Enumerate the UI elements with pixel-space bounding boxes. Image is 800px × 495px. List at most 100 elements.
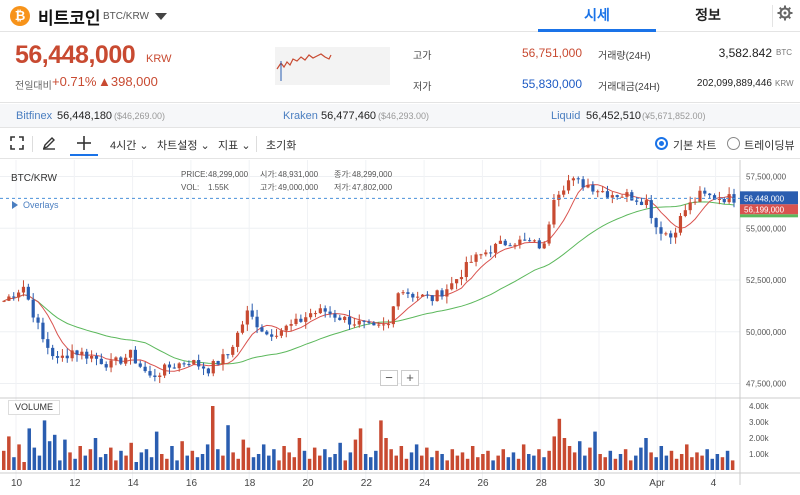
- volume-bar: [577, 441, 582, 470]
- candle-body: [124, 357, 128, 364]
- volume-bar: [419, 455, 424, 470]
- candle-body: [2, 300, 6, 302]
- candle-body: [250, 310, 254, 317]
- time-tick-label: 10: [11, 478, 23, 489]
- candle-body: [41, 322, 45, 340]
- candle-body: [206, 368, 210, 374]
- candle-body: [615, 195, 619, 197]
- volume-bar: [430, 457, 434, 470]
- volume-bar: [562, 438, 567, 470]
- candle-body: [693, 201, 697, 203]
- fullscreen-icon[interactable]: [10, 136, 24, 153]
- volume-bar: [450, 449, 455, 470]
- zoom-in-button[interactable]: +: [401, 370, 419, 386]
- indicator-menu[interactable]: 지표 ⌄: [218, 137, 251, 153]
- price-chart[interactable]: 57,500,000 55,000,000 52,500,000 50,000,000…: [0, 160, 800, 495]
- exchange-price: 56,477,460: [321, 110, 377, 122]
- zoom-out-button[interactable]: −: [380, 370, 398, 386]
- candle-body: [411, 293, 415, 298]
- candle-body: [299, 318, 303, 322]
- candle-body: [717, 198, 721, 200]
- chart-settings-menu[interactable]: 차트설정 ⌄: [157, 137, 210, 153]
- volume-bar: [165, 458, 169, 470]
- volume-bar: [323, 449, 327, 470]
- basic-chart-radio[interactable]: [655, 137, 668, 150]
- time-axis: 10 12 14 16 18 20 22 24 26 28 30 Apr 4: [11, 478, 717, 489]
- time-tick-label: 14: [128, 478, 140, 489]
- change-amount: ▲398,000: [98, 74, 158, 89]
- candle-body: [55, 356, 60, 358]
- tab-info[interactable]: 정보: [695, 7, 721, 23]
- volume-bar: [567, 446, 572, 470]
- tradingview-radio[interactable]: [727, 137, 740, 150]
- volume-bar: [516, 458, 521, 470]
- candle-body: [532, 240, 537, 242]
- tradingview-label[interactable]: 트레이딩뷰: [744, 140, 795, 152]
- volume-bar: [537, 449, 541, 470]
- candle-body: [133, 349, 137, 364]
- volume-bar: [572, 452, 577, 470]
- candle-body: [274, 335, 279, 337]
- candle-body: [620, 196, 624, 198]
- volume-bar: [318, 455, 322, 470]
- volume-bar: [333, 454, 337, 470]
- indicator-label: 지표: [218, 140, 239, 152]
- pencil-icon[interactable]: [42, 136, 56, 153]
- volume-bar: [644, 438, 648, 470]
- legend-price-value: 48,299,000: [208, 170, 249, 179]
- interval-select[interactable]: 4시간 ⌄: [110, 137, 149, 153]
- candle-body: [396, 293, 400, 307]
- exchange-price: 56,448,180: [57, 110, 113, 122]
- candle-body: [65, 355, 69, 359]
- candle-body: [284, 325, 288, 331]
- volume-bar: [486, 450, 490, 470]
- candle-body: [328, 311, 332, 314]
- chevron-down-icon[interactable]: [155, 13, 167, 20]
- time-tick-label: 18: [244, 478, 256, 489]
- volume-bar: [297, 438, 302, 470]
- exchange-name[interactable]: Liquid: [551, 110, 581, 122]
- candle-body: [596, 191, 600, 193]
- volume-bar: [384, 438, 388, 470]
- volume-bar: [394, 455, 398, 470]
- crosshair-icon[interactable]: [70, 132, 98, 156]
- gear-icon[interactable]: [772, 5, 794, 27]
- exchange-name[interactable]: Kraken: [283, 110, 318, 122]
- volume-bar: [78, 446, 82, 470]
- volume-bar: [679, 454, 684, 470]
- candle-body: [630, 192, 634, 201]
- volume-bar: [649, 452, 653, 470]
- candle-body: [21, 286, 26, 293]
- volume-bar: [267, 455, 271, 470]
- price-tick-label: 50,000,000: [746, 328, 787, 337]
- volume-bar: [404, 458, 409, 470]
- candle-body: [722, 198, 726, 203]
- legend-symbol: BTC/KRW: [11, 173, 57, 184]
- legend-close-label: 종가:: [334, 170, 351, 179]
- exchange-name[interactable]: Bitfinex: [16, 110, 53, 122]
- candle-body: [557, 194, 561, 200]
- candle-body: [503, 240, 507, 246]
- tab-price[interactable]: 시세: [538, 0, 656, 32]
- reset-button[interactable]: 초기화: [266, 140, 297, 152]
- mini-sparkline: [275, 47, 390, 85]
- candle-body: [12, 296, 16, 298]
- coin-pair[interactable]: BTC/KRW: [103, 11, 149, 22]
- candle-body: [245, 310, 249, 325]
- coin-name[interactable]: 비트코인: [38, 9, 101, 28]
- ma-long-box: [740, 214, 798, 218]
- candle-body: [498, 240, 502, 244]
- volume-bar: [226, 425, 230, 470]
- volume-bar: [389, 449, 393, 470]
- basic-chart-label[interactable]: 기본 차트: [673, 140, 717, 152]
- volume-bar: [114, 460, 118, 470]
- candle-body: [187, 364, 191, 366]
- candle-body: [708, 193, 712, 196]
- candle-body: [31, 299, 35, 318]
- candle-body: [163, 364, 167, 376]
- candle-body: [46, 339, 50, 348]
- volume-bar: [231, 452, 235, 470]
- candle-body: [138, 363, 142, 367]
- exchange-usd: ($46,293.00): [378, 111, 430, 121]
- volume-bar: [353, 439, 358, 470]
